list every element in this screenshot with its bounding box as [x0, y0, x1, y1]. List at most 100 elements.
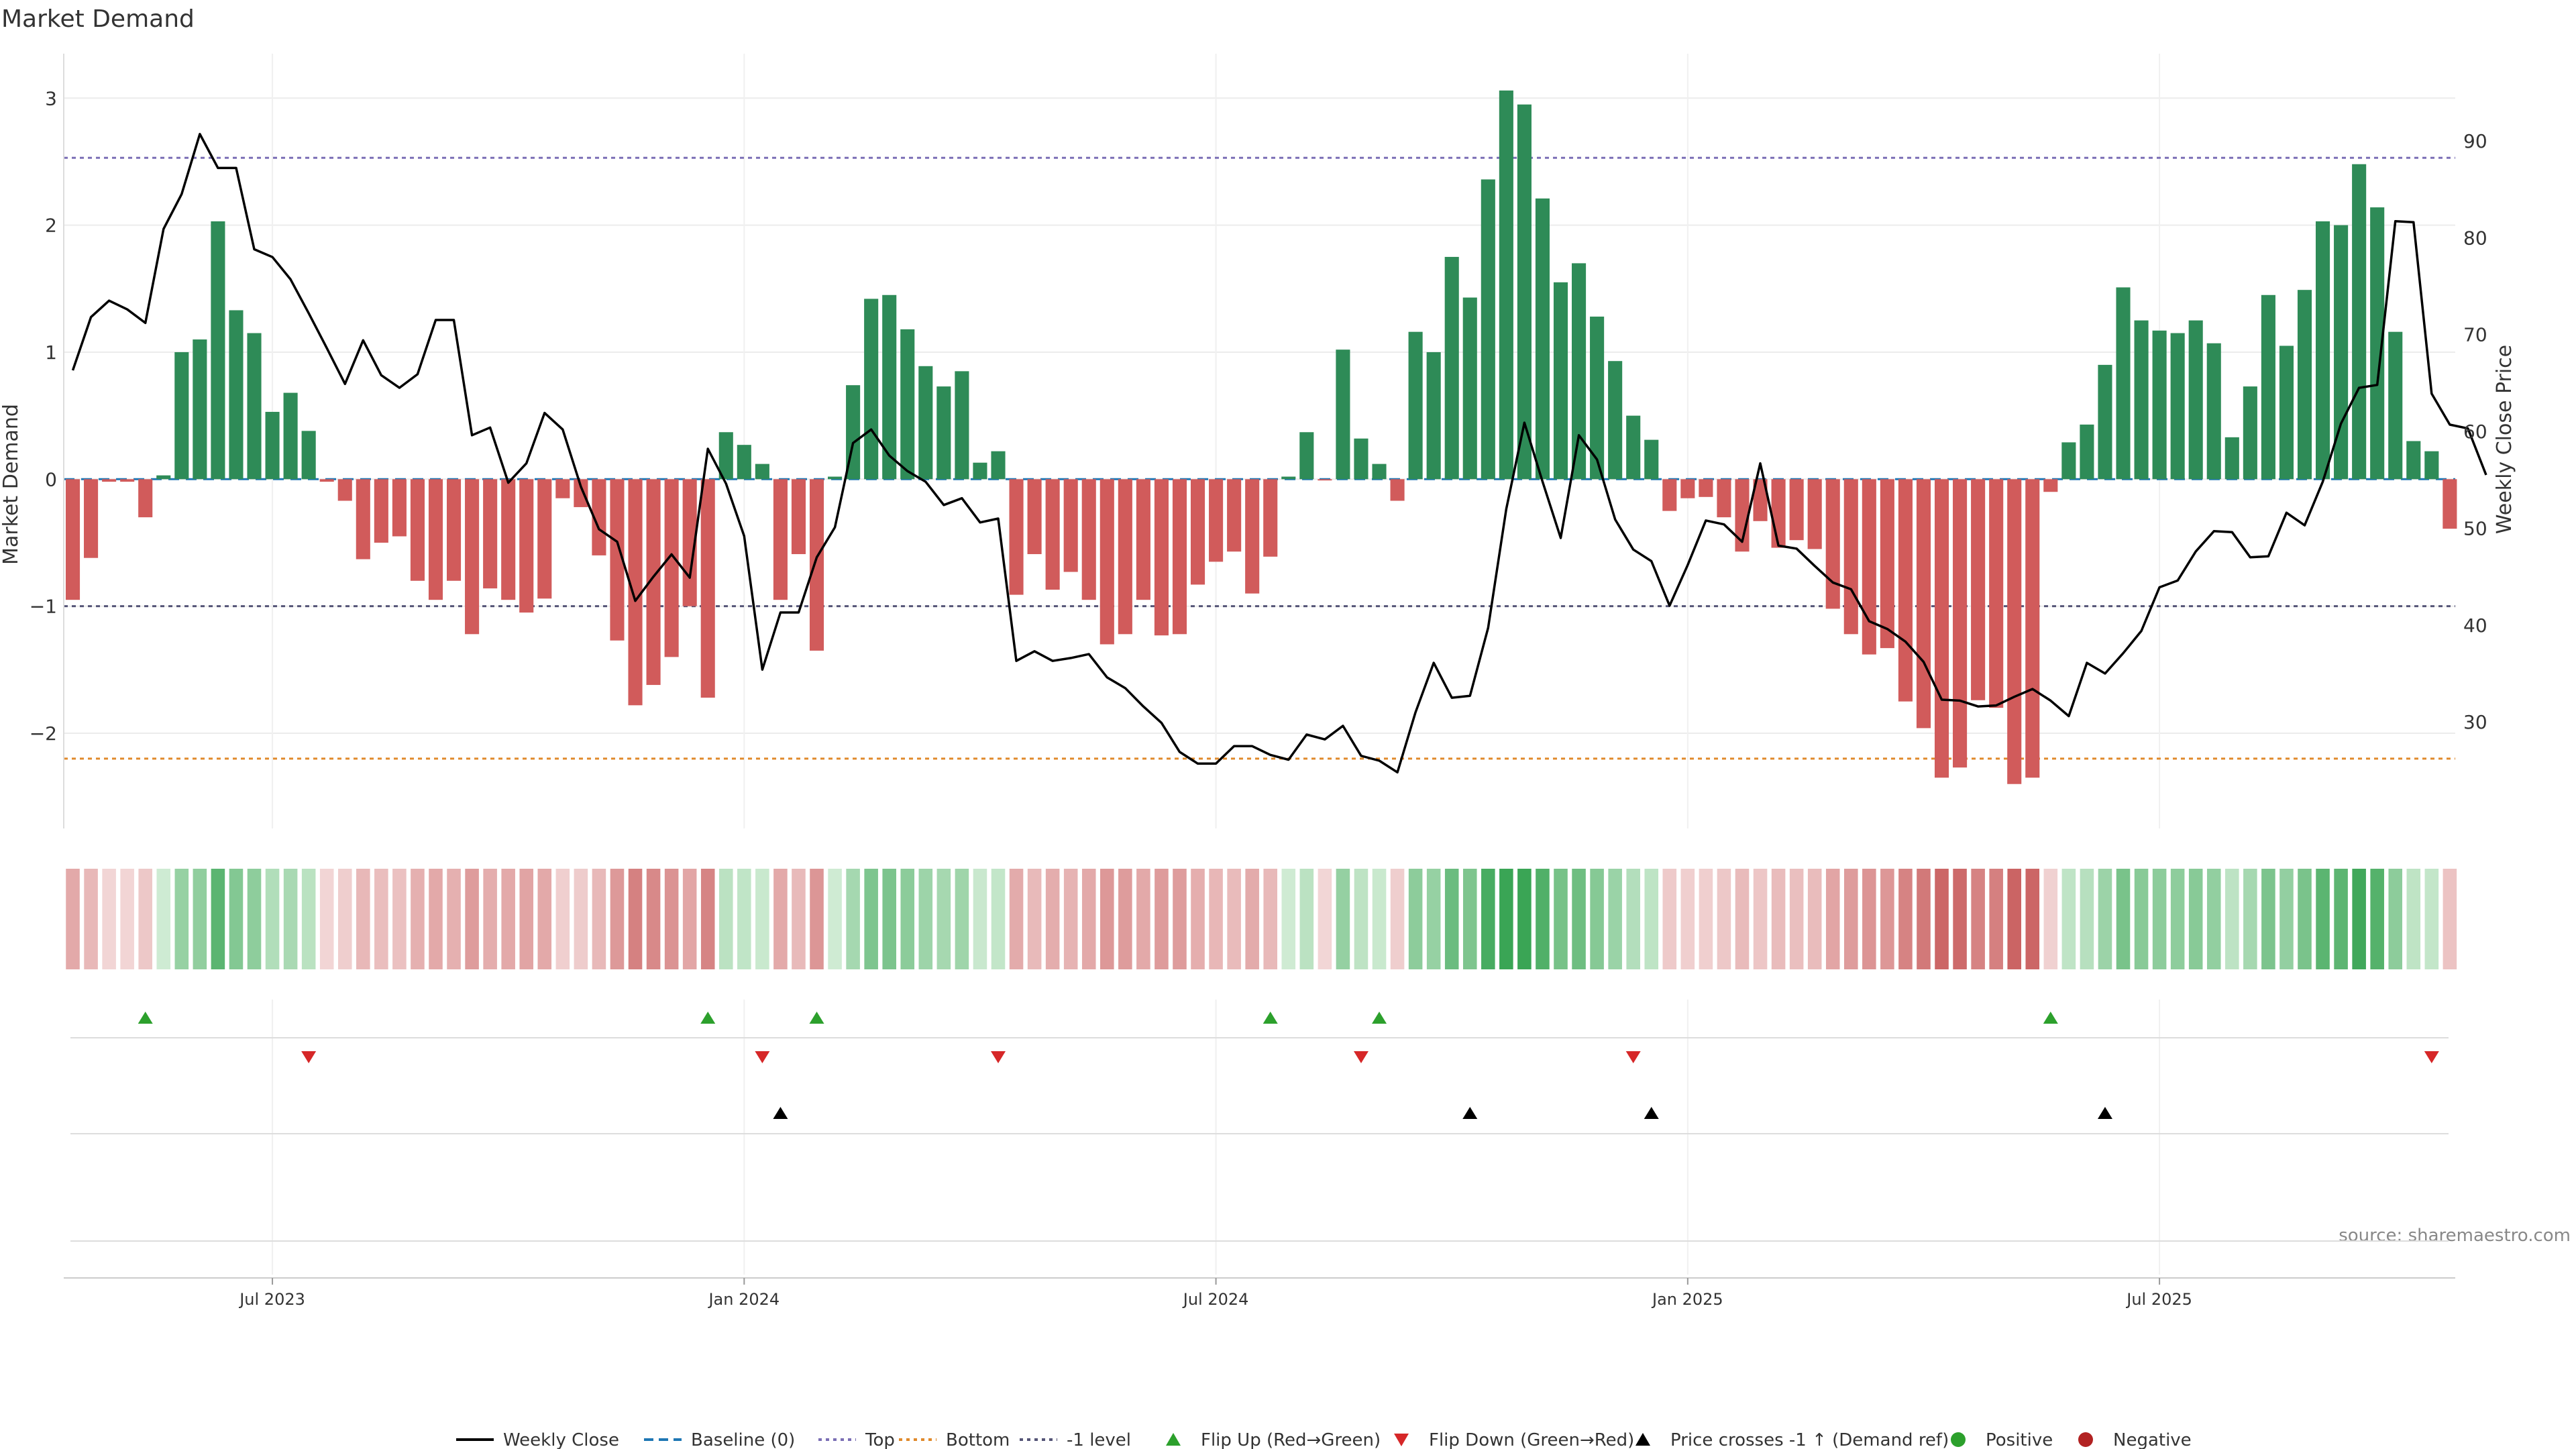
- y-tick-label-left: 3: [45, 87, 57, 109]
- demand-bar: [1971, 479, 1986, 700]
- demand-bar: [1045, 479, 1060, 590]
- demand-bar: [1499, 90, 1513, 480]
- demand-bar: [102, 479, 117, 482]
- strip-cell: [2406, 869, 2421, 969]
- demand-bar: [1009, 479, 1024, 595]
- strip-cell: [2007, 869, 2021, 969]
- y-tick-label-left: 0: [45, 468, 57, 490]
- demand-bar: [1608, 361, 1623, 480]
- strip-cell: [1372, 869, 1387, 969]
- strip-cell: [84, 869, 98, 969]
- strip-cell: [447, 869, 461, 969]
- strip-cell: [1063, 869, 1078, 969]
- strip-cell: [1390, 869, 1405, 969]
- demand-bar: [211, 221, 225, 480]
- strip-cell: [319, 869, 334, 969]
- strip-cell: [1971, 869, 1985, 969]
- strip-cell: [211, 869, 225, 969]
- strip-cell: [1318, 869, 1332, 969]
- demand-bar: [2224, 437, 2239, 480]
- x-tick-label: Jul 2025: [2125, 1290, 2192, 1309]
- strip-cell: [1408, 869, 1423, 969]
- y-tick-label-left: −2: [30, 722, 57, 745]
- demand-bar: [1735, 479, 1750, 552]
- strip-cell: [1027, 869, 1042, 969]
- strip-cell: [2388, 869, 2403, 969]
- strip-cell: [1789, 869, 1804, 969]
- strip-cell: [1336, 869, 1350, 969]
- demand-bar: [1699, 479, 1713, 497]
- strip-cell: [1354, 869, 1368, 969]
- demand-bar: [2406, 441, 2421, 480]
- strip-cell: [1953, 869, 1967, 969]
- demand-bar: [900, 329, 915, 480]
- demand-bar: [465, 479, 480, 635]
- strip-cell: [537, 869, 552, 969]
- demand-bar: [610, 479, 625, 641]
- demand-bar: [1263, 479, 1278, 557]
- demand-bar: [2061, 442, 2076, 480]
- legend-swatch-flip-up: [1166, 1433, 1181, 1446]
- strip-cell: [2334, 869, 2348, 969]
- y-axis-label-right: Weekly Close Price: [2493, 345, 2516, 534]
- strip-cell: [592, 869, 606, 969]
- demand-bar: [1390, 479, 1405, 501]
- chart-title: Market Demand: [1, 5, 195, 33]
- demand-bar: [737, 445, 751, 480]
- event-markers: [70, 1012, 2449, 1242]
- strip-cell: [283, 869, 298, 969]
- strip-cell: [2279, 869, 2294, 969]
- strip-cell: [2316, 869, 2330, 969]
- demand-bar: [574, 479, 588, 507]
- demand-bar: [2080, 424, 2094, 480]
- demand-bar: [374, 479, 388, 543]
- strip-cell: [755, 869, 769, 969]
- demand-bar: [2424, 451, 2439, 480]
- strip-cell: [810, 869, 824, 969]
- strip-cell: [2352, 869, 2366, 969]
- strip-cell: [973, 869, 987, 969]
- y-tick-label-right: 90: [2463, 130, 2487, 152]
- strip-cell: [955, 869, 969, 969]
- demand-bar: [1190, 479, 1205, 585]
- demand-bar: [1136, 479, 1150, 600]
- strip-cell: [411, 869, 425, 969]
- demand-bar: [428, 479, 443, 600]
- y-tick-label-left: 2: [45, 215, 57, 237]
- price-cross-marker: [773, 1107, 788, 1119]
- demand-bar: [1934, 479, 1949, 778]
- strip-cell: [610, 869, 625, 969]
- demand-bar: [1717, 479, 1731, 518]
- demand-bar: [2188, 320, 2203, 480]
- demand-bar: [1462, 297, 1477, 480]
- demand-bar: [1916, 479, 1931, 729]
- demand-bar: [1680, 479, 1695, 498]
- strip-cell: [265, 869, 280, 969]
- demand-bar: [2134, 320, 2149, 480]
- strip-cell: [1935, 869, 1949, 969]
- strip-cell: [174, 869, 189, 969]
- demand-bar: [1172, 479, 1187, 635]
- price-cross-marker: [1462, 1107, 1478, 1119]
- demand-bar: [1807, 479, 1822, 549]
- strip-cell: [700, 869, 715, 969]
- flip-up-marker: [1372, 1012, 1387, 1024]
- demand-bar: [501, 479, 516, 600]
- strip-cell: [138, 869, 152, 969]
- strip-cell: [2098, 869, 2112, 969]
- demand-bar: [1209, 479, 1224, 562]
- strip-cell: [392, 869, 407, 969]
- strip-cell: [864, 869, 878, 969]
- strip-cell: [1462, 869, 1477, 969]
- demand-heat-strip: [66, 869, 2457, 969]
- legend-swatch-flip-down: [1394, 1434, 1409, 1446]
- strip-cell: [1245, 869, 1259, 969]
- strip-cell: [664, 869, 679, 969]
- demand-bar: [1426, 352, 1441, 480]
- demand-bar: [882, 294, 897, 480]
- demand-bar: [1843, 479, 1858, 635]
- demand-bar: [2098, 364, 2112, 480]
- legend-label: Baseline (0): [691, 1430, 795, 1449]
- demand-bar: [265, 411, 280, 480]
- demand-bar: [973, 462, 987, 480]
